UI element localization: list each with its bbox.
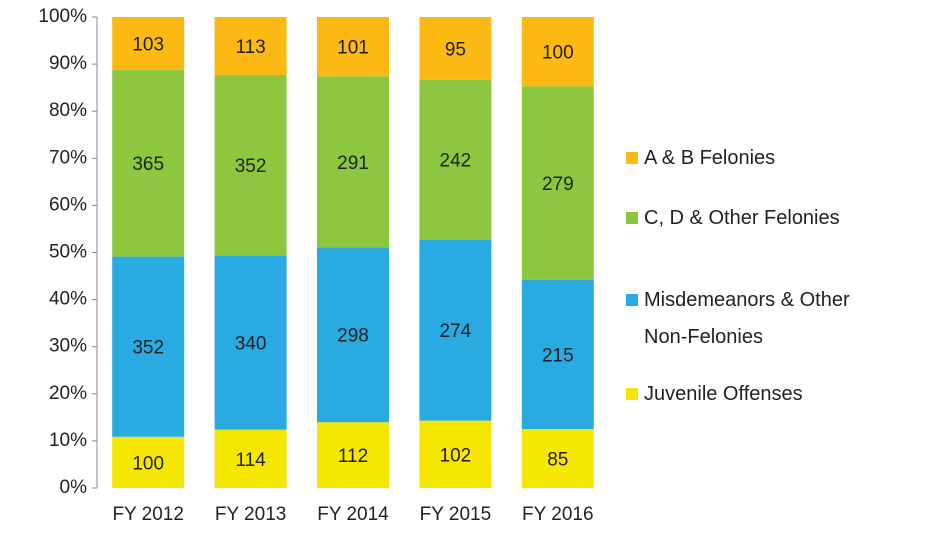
bar-segment bbox=[317, 422, 389, 488]
y-tick-label: 40% bbox=[49, 289, 87, 310]
y-tick-label: 80% bbox=[49, 100, 87, 121]
data-label: 365 bbox=[132, 154, 164, 175]
y-tick-label: 70% bbox=[49, 147, 87, 168]
x-tick-label: FY 2012 bbox=[112, 504, 183, 525]
y-tick-label: 10% bbox=[49, 430, 87, 451]
data-label: 100 bbox=[132, 453, 164, 474]
data-label: 215 bbox=[542, 345, 574, 366]
bar-segment bbox=[214, 17, 287, 75]
bar-segment bbox=[112, 17, 185, 70]
y-tick-label: 30% bbox=[49, 336, 87, 357]
data-label: 352 bbox=[132, 338, 164, 359]
data-label: 274 bbox=[440, 321, 472, 342]
data-label: 100 bbox=[542, 43, 574, 64]
bar-segment bbox=[112, 256, 185, 437]
bar-segment bbox=[419, 79, 492, 240]
legend-item: A & B Felonies bbox=[626, 140, 926, 177]
y-tick-label: 0% bbox=[60, 477, 88, 498]
y-tick-label: 90% bbox=[49, 53, 87, 74]
bar-segment bbox=[214, 74, 287, 256]
legend-label: Juvenile Offenses bbox=[644, 383, 803, 405]
y-tick-label: 50% bbox=[49, 242, 87, 263]
x-tick-label: FY 2016 bbox=[522, 504, 593, 525]
legend-item: C, D & Other Felonies bbox=[626, 200, 926, 237]
data-label: 101 bbox=[337, 38, 369, 59]
bar-segment bbox=[419, 17, 492, 80]
data-label: 103 bbox=[132, 34, 164, 55]
legend-swatch bbox=[626, 212, 638, 224]
data-label: 352 bbox=[235, 156, 267, 177]
data-label: 112 bbox=[338, 446, 368, 467]
bar-segment bbox=[214, 429, 287, 488]
y-tick-label: 100% bbox=[38, 6, 87, 27]
bar-segment bbox=[521, 279, 594, 430]
legend-swatch bbox=[626, 152, 638, 164]
bar-segment bbox=[317, 17, 389, 77]
data-label: 291 bbox=[337, 153, 369, 174]
bar-segment bbox=[112, 69, 185, 257]
data-label: 102 bbox=[440, 445, 472, 466]
data-label: 298 bbox=[337, 326, 369, 347]
legend-item: Misdemeanors & Other Non-Felonies bbox=[626, 282, 926, 356]
x-tick-label: FY 2014 bbox=[317, 504, 389, 525]
bar-segment bbox=[419, 420, 492, 488]
x-tick-label: FY 2013 bbox=[215, 504, 286, 525]
data-label: 242 bbox=[440, 151, 472, 172]
x-tick-label: FY 2015 bbox=[420, 504, 491, 525]
bar-segment bbox=[214, 255, 287, 430]
data-label: 85 bbox=[547, 450, 568, 471]
legend-swatch bbox=[626, 388, 638, 400]
data-label: 279 bbox=[542, 174, 574, 195]
y-tick-label: 20% bbox=[49, 383, 87, 404]
bar-segment bbox=[419, 239, 492, 421]
legend-label: Misdemeanors & Other Non-Felonies bbox=[644, 289, 850, 348]
bar-segment bbox=[317, 247, 389, 423]
data-label: 114 bbox=[235, 450, 266, 471]
bar-segment bbox=[521, 17, 594, 87]
legend-label: C, D & Other Felonies bbox=[644, 207, 840, 229]
legend-label: A & B Felonies bbox=[644, 147, 776, 169]
data-label: 95 bbox=[445, 39, 466, 60]
y-tick-label: 60% bbox=[49, 194, 87, 215]
data-label: 113 bbox=[235, 37, 265, 58]
data-label: 340 bbox=[235, 333, 267, 354]
legend-item: Juvenile Offenses bbox=[626, 376, 926, 413]
bar-segment bbox=[521, 86, 594, 280]
bar-segment bbox=[317, 76, 389, 248]
bar-segment bbox=[112, 436, 185, 488]
legend-swatch bbox=[626, 294, 638, 306]
bar-segment bbox=[521, 429, 594, 488]
